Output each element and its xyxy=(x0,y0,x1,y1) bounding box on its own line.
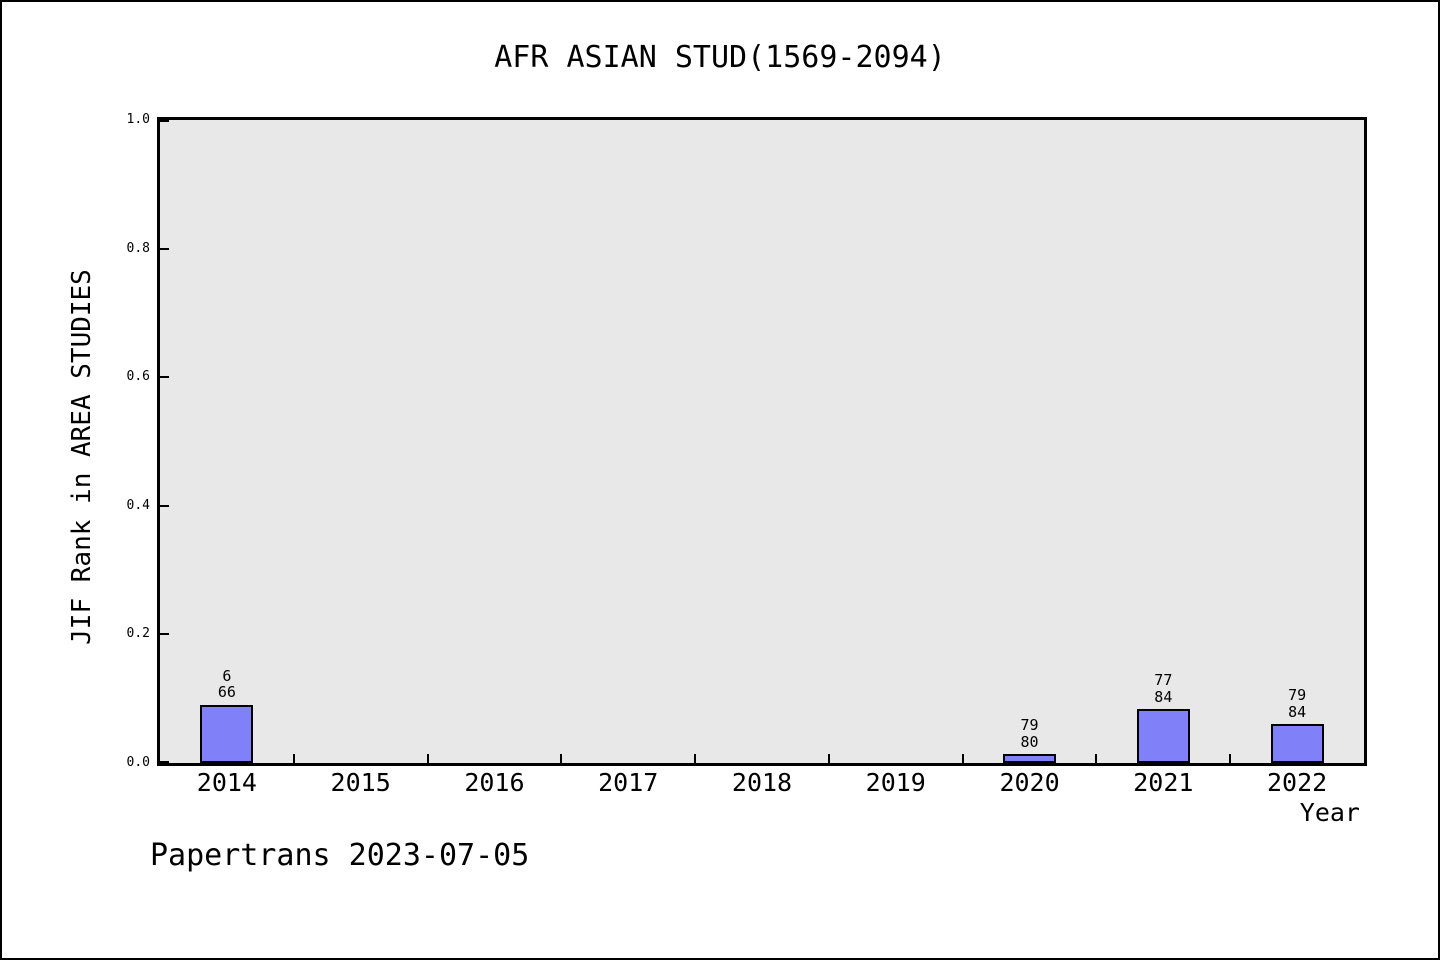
y-tick-label: 0.6 xyxy=(126,369,150,385)
bar-2014 xyxy=(200,704,254,763)
x-tick-label: 2018 xyxy=(731,768,793,797)
bar-value-label: 6 66 xyxy=(217,666,236,701)
footer-note: Papertrans 2023-07-05 xyxy=(150,838,530,873)
y-tick-label: 1.0 xyxy=(126,112,150,127)
x-tick-label: 2016 xyxy=(464,768,525,797)
x-tick-label: 2020 xyxy=(999,768,1060,797)
bar-value-label: 77 84 xyxy=(1154,671,1173,706)
chart-title: AFR ASIAN STUD(1569-2094) xyxy=(494,40,946,75)
bar-value-label: 79 80 xyxy=(1020,716,1039,751)
bar-2022 xyxy=(1270,724,1324,763)
x-tick-mark xyxy=(292,754,295,763)
x-tick-mark xyxy=(961,754,964,763)
x-tick-label: 2014 xyxy=(196,768,257,797)
bar-value-label: 79 84 xyxy=(1288,686,1307,721)
x-tick-label: 2019 xyxy=(865,768,926,797)
x-tick-label: 2017 xyxy=(598,768,659,797)
x-axis-title: Year xyxy=(1299,798,1360,827)
y-tick-label: 0.8 xyxy=(126,240,150,256)
y-tick-mark xyxy=(160,247,169,250)
y-tick-label: 0.0 xyxy=(126,755,150,770)
x-tick-mark xyxy=(1229,754,1232,763)
y-tick-mark xyxy=(160,120,169,122)
plot-area: 6 66 79 80 77 84 79 84 xyxy=(157,117,1367,766)
x-tick-label: 2015 xyxy=(330,768,391,797)
x-tick-mark xyxy=(694,754,697,763)
y-tick-mark xyxy=(160,761,169,763)
y-tick-label: 0.4 xyxy=(126,497,150,513)
x-tick-label: 2022 xyxy=(1267,768,1328,797)
y-tick-mark xyxy=(160,376,169,379)
x-tick-mark xyxy=(827,754,830,763)
x-tick-mark xyxy=(1095,754,1098,763)
y-tick-mark xyxy=(160,504,169,507)
x-tick-mark xyxy=(426,754,429,763)
x-tick-mark xyxy=(560,754,563,763)
y-tick-label: 0.2 xyxy=(126,626,150,642)
y-axis-title: JIF Rank in AREA STUDIES xyxy=(67,269,97,645)
bar-2020 xyxy=(1003,754,1057,763)
x-tick-label: 2021 xyxy=(1133,768,1194,797)
bar-2021 xyxy=(1136,709,1190,763)
y-tick-mark xyxy=(160,633,169,636)
